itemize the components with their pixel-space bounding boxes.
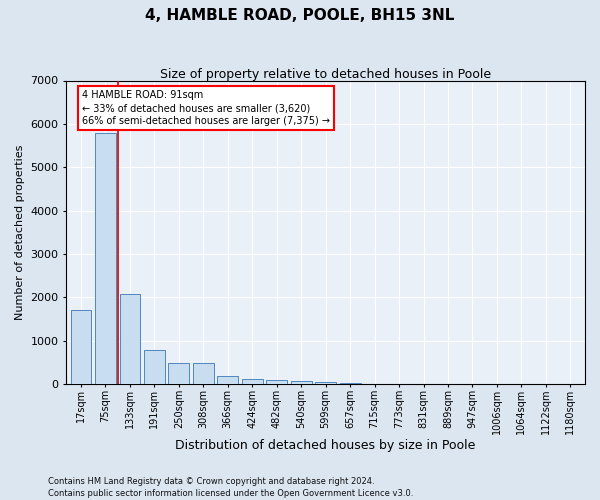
Bar	[169, 363, 189, 384]
Text: Contains HM Land Registry data © Crown copyright and database right 2024.
Contai: Contains HM Land Registry data © Crown c…	[48, 476, 413, 498]
Bar	[242, 378, 263, 384]
Bar	[217, 376, 238, 384]
Bar	[95, 132, 116, 384]
Bar	[144, 350, 165, 384]
Y-axis label: Number of detached properties: Number of detached properties	[15, 144, 25, 320]
Title: Size of property relative to detached houses in Poole: Size of property relative to detached ho…	[160, 68, 491, 80]
Bar	[193, 363, 214, 384]
Bar	[315, 382, 336, 384]
Bar	[266, 380, 287, 384]
Text: 4, HAMBLE ROAD, POOLE, BH15 3NL: 4, HAMBLE ROAD, POOLE, BH15 3NL	[145, 8, 455, 22]
Bar	[71, 310, 91, 384]
Bar	[119, 294, 140, 384]
X-axis label: Distribution of detached houses by size in Poole: Distribution of detached houses by size …	[175, 440, 476, 452]
Bar	[340, 383, 361, 384]
Text: 4 HAMBLE ROAD: 91sqm
← 33% of detached houses are smaller (3,620)
66% of semi-de: 4 HAMBLE ROAD: 91sqm ← 33% of detached h…	[82, 90, 330, 126]
Bar	[291, 381, 311, 384]
